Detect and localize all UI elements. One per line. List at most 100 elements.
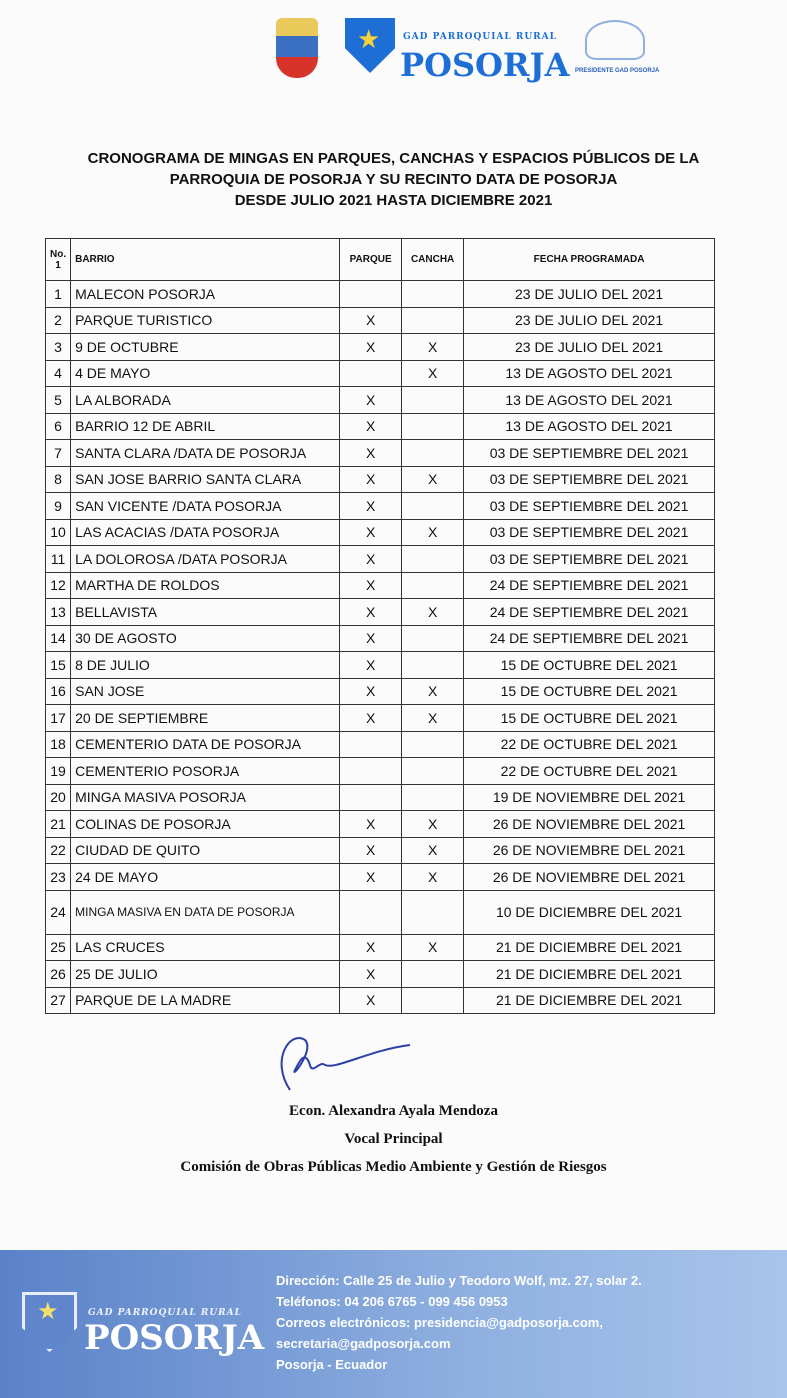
cell-fecha: 03 DE SEPTIEMBRE DEL 2021 — [463, 465, 715, 493]
cell-parque — [339, 730, 403, 758]
cell-parque: X — [339, 960, 403, 988]
email-line: Correos electrónicos: presidencia@gadpos… — [276, 1315, 603, 1330]
cell-cancha: X — [401, 863, 465, 891]
cell-parque: X — [339, 651, 403, 679]
cell-fecha: 24 DE SEPTIEMBRE DEL 2021 — [463, 571, 715, 599]
table-row: 9 SAN VICENTE /DATA POSORJA X 03 DE SEPTIEM… — [44, 492, 715, 520]
cell-no: 14 — [44, 624, 72, 652]
cell-barrio: BARRIO 12 DE ABRIL — [70, 412, 341, 440]
email-line: secretaria@gadposorja.com — [276, 1336, 451, 1351]
table-row: 13 BELLAVISTA X X 24 DE SEPTIEMBRE DEL 2021 — [44, 598, 715, 626]
cell-barrio: 8 DE JULIO — [70, 651, 341, 679]
brand-title: POSORJA — [400, 46, 570, 84]
cell-cancha — [401, 306, 465, 334]
table-row: 19 CEMENTERIO POSORJA 22 DE OCTUBRE DEL 20… — [44, 757, 715, 785]
table-row: 17 20 DE SEPTIEMBRE X X 15 DE OCTUBRE DEL 20… — [44, 704, 715, 732]
table-row: 6 BARRIO 12 DE ABRIL X 13 DE AGOSTO DEL 202… — [44, 412, 715, 440]
title-line: DESDE JULIO 2021 HASTA DICIEMBRE 2021 — [234, 192, 553, 209]
cell-fecha: 15 DE OCTUBRE DEL 2021 — [463, 704, 715, 732]
cell-parque: X — [339, 412, 403, 440]
cell-no: 16 — [44, 677, 72, 705]
cell-fecha: 03 DE SEPTIEMBRE DEL 2021 — [463, 439, 715, 467]
table-row: 10 LAS ACACIAS /DATA POSORJA X X 03 DE SEPTI… — [44, 518, 715, 546]
cell-barrio: MINGA MASIVA POSORJA — [70, 783, 341, 811]
cell-fecha: 23 DE JULIO DEL 2021 — [463, 280, 715, 308]
cell-no: 2 — [44, 306, 72, 334]
cell-barrio: MINGA MASIVA EN DATA DE POSORJA — [70, 889, 341, 935]
cell-fecha: 24 DE SEPTIEMBRE DEL 2021 — [463, 598, 715, 626]
cell-parque — [339, 889, 403, 935]
cell-fecha: 21 DE DICIEMBRE DEL 2021 — [463, 933, 715, 961]
cell-no: 9 — [44, 492, 72, 520]
cell-cancha — [401, 783, 465, 811]
cell-parque: X — [339, 386, 403, 414]
cell-no: 27 — [44, 986, 72, 1014]
table-row: 8 SAN JOSE BARRIO SANTA CLARA X X 03 DE SEPT… — [44, 465, 715, 493]
cell-no: 19 — [44, 757, 72, 785]
cell-no: 22 — [44, 836, 72, 864]
cell-cancha — [401, 492, 465, 520]
cell-fecha: 23 DE JULIO DEL 2021 — [463, 306, 715, 334]
cell-no: 13 — [44, 598, 72, 626]
cell-cancha: X — [401, 359, 465, 387]
cell-cancha — [401, 280, 465, 308]
cell-fecha: 22 DE OCTUBRE DEL 2021 — [463, 730, 715, 758]
address: Dirección: Calle 25 de Julio y Teodoro W… — [276, 1273, 642, 1288]
brand-subtitle: GAD PARROQUIAL RURAL — [403, 32, 557, 42]
cell-fecha: 21 DE DICIEMBRE DEL 2021 — [463, 986, 715, 1014]
footer-brand-title: POSORJA — [84, 1318, 265, 1358]
cell-fecha: 23 DE JULIO DEL 2021 — [463, 333, 715, 361]
cell-parque: X — [339, 810, 403, 838]
table-row: 12 MARTHA DE ROLDOS X 24 DE SEPTIEMBRE DEL … — [44, 571, 715, 599]
cell-barrio: BELLAVISTA — [70, 598, 341, 626]
cell-cancha: X — [401, 333, 465, 361]
cell-parque — [339, 757, 403, 785]
cell-barrio: 9 DE OCTUBRE — [70, 333, 341, 361]
cell-no: 11 — [44, 545, 72, 573]
document-title: CRONOGRAMA DE MINGAS EN PARQUES, CANCHAS… — [0, 148, 787, 211]
cell-no: 3 — [44, 333, 72, 361]
cell-barrio: PARQUE TURISTICO — [70, 306, 341, 334]
president-logo-icon — [585, 20, 645, 60]
table-row: 14 30 DE AGOSTO X 24 DE SEPTIEMBRE DEL 2021 — [44, 624, 715, 652]
cell-parque: X — [339, 545, 403, 573]
cell-fecha: 03 DE SEPTIEMBRE DEL 2021 — [463, 518, 715, 546]
cell-parque: X — [339, 492, 403, 520]
cell-cancha: X — [401, 933, 465, 961]
table-row: 7 SANTA CLARA /DATA DE POSORJA X 03 DE SEPT… — [44, 439, 715, 467]
cell-cancha — [401, 571, 465, 599]
location: Posorja - Ecuador — [276, 1357, 388, 1372]
cell-fecha: 15 DE OCTUBRE DEL 2021 — [463, 677, 715, 705]
col-fecha: FECHA PROGRAMADA — [463, 238, 715, 281]
cell-barrio: SAN JOSE — [70, 677, 341, 705]
cell-no: 23 — [44, 863, 72, 891]
cell-cancha — [401, 986, 465, 1014]
cell-parque: X — [339, 933, 403, 961]
cell-barrio: 4 DE MAYO — [70, 359, 341, 387]
cell-parque: X — [339, 836, 403, 864]
cell-parque: X — [339, 624, 403, 652]
cell-barrio: PARQUE DE LA MADRE — [70, 986, 341, 1014]
table-row: 22 CIUDAD DE QUITO X X 26 DE NOVIEMBRE DEL 2… — [44, 836, 715, 864]
phones: Teléfonos: 04 206 6765 - 099 456 0953 — [276, 1294, 508, 1309]
cell-barrio: CIUDAD DE QUITO — [70, 836, 341, 864]
cell-cancha — [401, 730, 465, 758]
cell-parque: X — [339, 677, 403, 705]
ecuador-coat-of-arms-icon — [276, 18, 318, 78]
table-row: 26 25 DE JULIO X 21 DE DICIEMBRE DEL 2021 — [44, 960, 715, 988]
cell-parque: X — [339, 306, 403, 334]
cell-cancha — [401, 624, 465, 652]
cell-fecha: 13 DE AGOSTO DEL 2021 — [463, 386, 715, 414]
cell-fecha: 10 DE DICIEMBRE DEL 2021 — [463, 889, 715, 935]
cell-barrio: MALECON POSORJA — [70, 280, 341, 308]
table-row: 1 MALECON POSORJA 23 DE JULIO DEL 2021 — [44, 280, 715, 308]
cell-parque: X — [339, 518, 403, 546]
cell-barrio: 25 DE JULIO — [70, 960, 341, 988]
cell-cancha: X — [401, 598, 465, 626]
cell-no: 26 — [44, 960, 72, 988]
cell-barrio: LA ALBORADA — [70, 386, 341, 414]
cell-fecha: 13 DE AGOSTO DEL 2021 — [463, 412, 715, 440]
table-row: 18 CEMENTERIO DATA DE POSORJA 22 DE OCTUBR… — [44, 730, 715, 758]
